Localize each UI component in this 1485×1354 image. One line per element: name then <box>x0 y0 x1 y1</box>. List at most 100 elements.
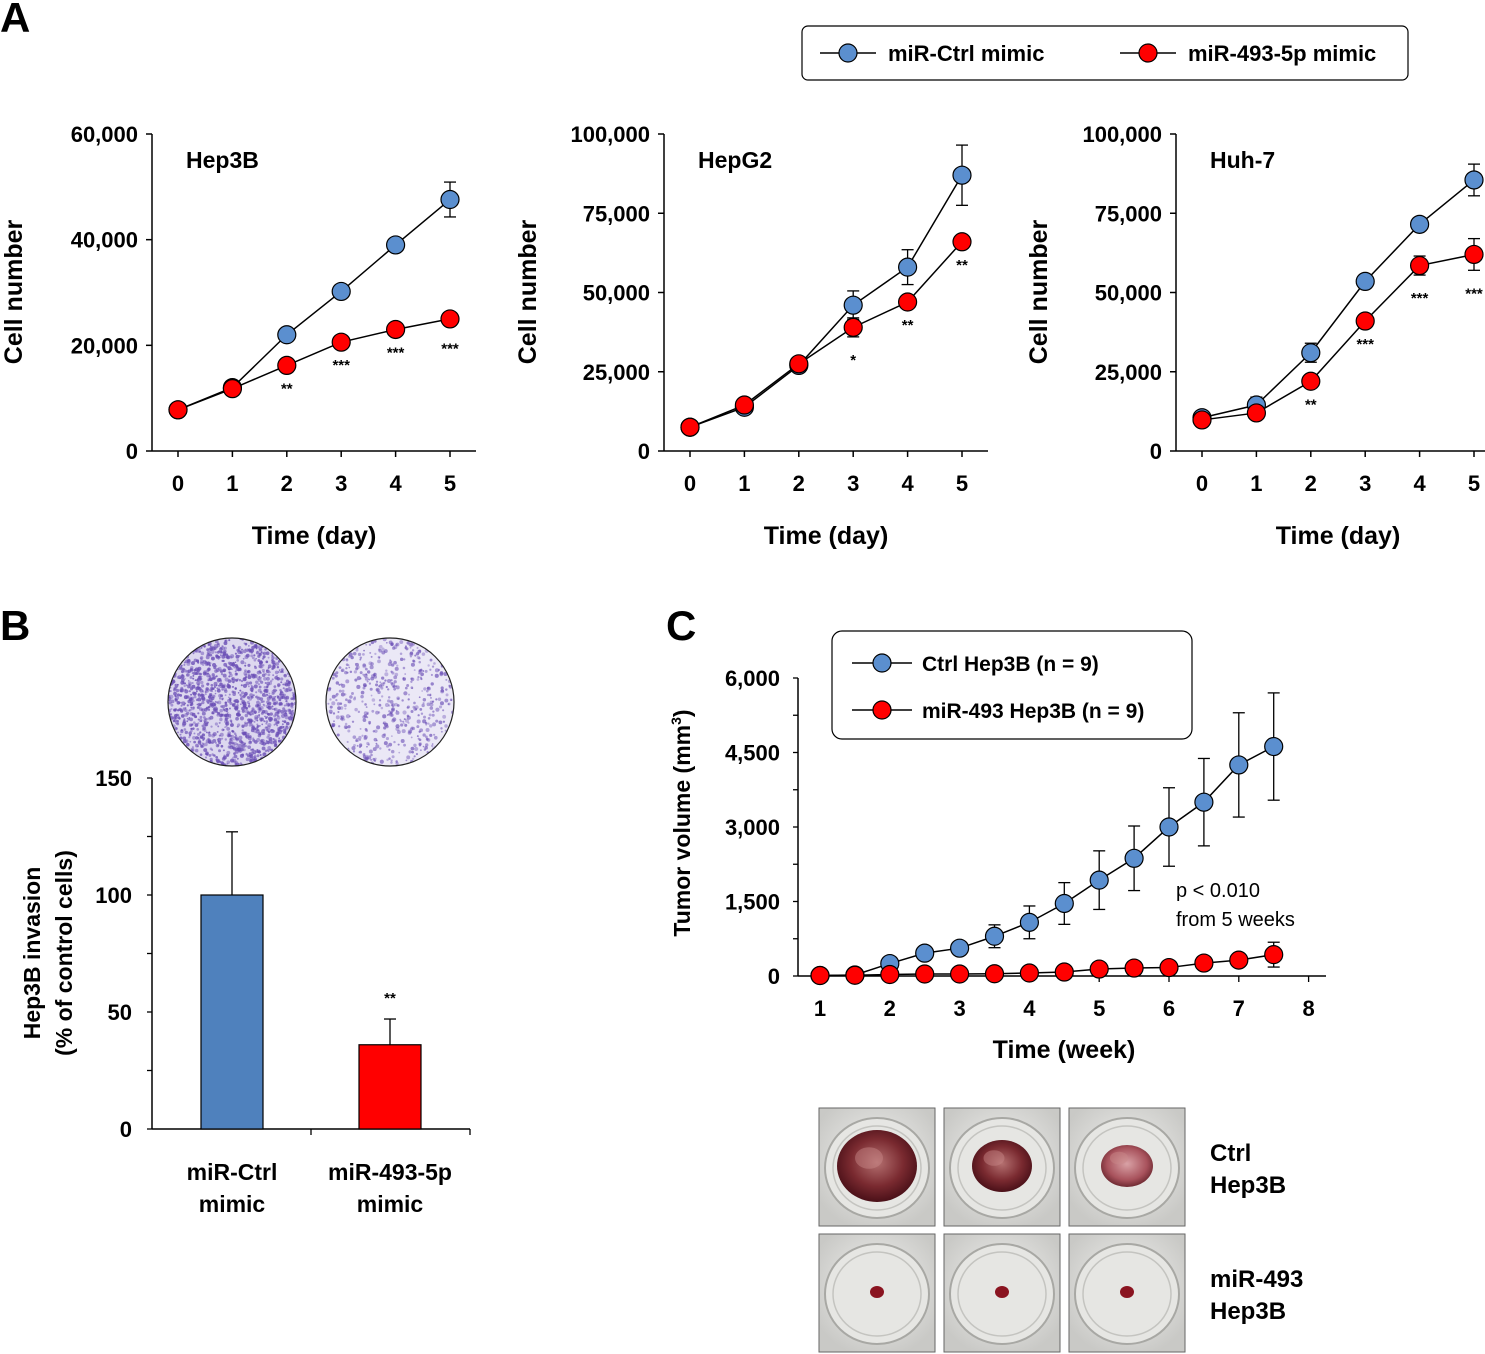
stained-cell <box>193 732 196 735</box>
series-line <box>689 174 963 428</box>
data-point-treat <box>277 355 297 376</box>
stained-cell <box>373 639 377 643</box>
stained-cell <box>233 752 236 755</box>
stained-cell <box>336 733 340 737</box>
stained-cell <box>339 702 343 705</box>
stained-cell <box>196 660 200 663</box>
stained-cell <box>277 739 281 743</box>
stained-cell <box>192 677 195 680</box>
stained-cell <box>211 696 214 699</box>
stained-cell <box>216 643 221 648</box>
stained-cell <box>235 712 240 717</box>
stained-cell <box>273 685 277 689</box>
stained-cell <box>225 721 230 726</box>
stained-cell <box>284 731 287 734</box>
stained-cell <box>360 694 364 699</box>
stained-cell <box>357 710 361 714</box>
stained-cell <box>201 733 206 737</box>
x-tick-label: 1 <box>1250 471 1262 496</box>
stained-cell <box>393 687 397 691</box>
stained-cell <box>186 684 191 689</box>
stained-cell <box>245 681 250 686</box>
stained-cell <box>196 727 200 731</box>
stained-cell <box>188 683 191 686</box>
stained-cell <box>240 741 244 744</box>
stained-cell <box>227 734 231 738</box>
stained-cell <box>440 727 443 730</box>
data-point-treat <box>1194 953 1214 973</box>
stained-cell <box>344 722 348 726</box>
stained-cell <box>345 698 348 702</box>
stained-cell <box>433 733 436 736</box>
data-point-ctrl <box>1264 736 1284 757</box>
stained-cell <box>261 673 266 678</box>
stained-cell <box>210 700 212 703</box>
data-point-treat <box>949 964 970 984</box>
stained-cell <box>429 733 433 737</box>
stained-cell <box>274 743 278 746</box>
stained-cell <box>236 725 239 728</box>
stained-cell <box>369 665 374 670</box>
stained-cell <box>179 693 183 697</box>
stained-cell <box>356 744 359 747</box>
stained-cell <box>210 656 215 661</box>
stained-cell <box>249 754 254 759</box>
data-point-ctrl <box>331 281 351 302</box>
stained-cell <box>192 736 196 740</box>
stained-cell <box>244 662 247 665</box>
stained-cell <box>284 729 287 732</box>
stained-cell <box>220 705 223 708</box>
stained-cell <box>250 719 253 723</box>
stained-cell <box>271 696 276 700</box>
data-point-treat <box>1159 957 1179 978</box>
stained-cell <box>284 696 288 700</box>
stained-cell <box>348 666 351 669</box>
stained-cell <box>229 734 232 737</box>
stained-cell <box>189 717 194 722</box>
stained-cell <box>201 742 204 745</box>
stained-cell <box>450 699 453 702</box>
stained-cell <box>247 718 251 722</box>
stained-cell <box>399 718 402 721</box>
stained-cell <box>232 704 235 706</box>
stained-cell <box>265 720 269 723</box>
y-tick-label: 0 <box>1150 439 1162 464</box>
stained-cell <box>432 710 435 713</box>
data-point-treat <box>952 232 972 252</box>
stained-cell <box>373 674 376 677</box>
stained-cell <box>231 690 235 694</box>
stained-cell <box>231 741 235 745</box>
data-point-treat <box>734 395 755 415</box>
stained-cell <box>327 702 330 705</box>
stained-cell <box>262 742 266 746</box>
stained-cell <box>247 685 250 688</box>
stained-cell <box>200 680 204 685</box>
stained-cell <box>231 685 235 688</box>
stained-cell <box>399 652 403 656</box>
stained-cell <box>192 671 196 676</box>
stained-cell <box>189 668 192 671</box>
stained-cell <box>221 737 224 740</box>
stained-cell <box>282 725 285 729</box>
stained-cell <box>287 703 291 707</box>
stained-cell <box>225 753 230 757</box>
stained-cell <box>238 648 240 651</box>
stained-cell <box>437 697 442 701</box>
stained-cell <box>253 731 256 733</box>
stained-cell <box>277 684 280 688</box>
stained-cell <box>433 735 438 740</box>
stained-cell <box>268 701 272 706</box>
stained-cell <box>253 654 256 657</box>
stained-cell <box>375 680 379 683</box>
stained-cell <box>361 734 364 737</box>
stained-cell <box>208 733 212 737</box>
stained-cell <box>207 708 211 711</box>
stained-cell <box>375 744 380 749</box>
stained-cell <box>220 744 224 748</box>
stained-cell <box>189 708 192 712</box>
stained-cell <box>272 688 277 693</box>
stained-cell <box>244 664 247 667</box>
stained-cell <box>199 699 202 701</box>
stained-cell <box>200 646 203 649</box>
stained-cell <box>270 679 273 683</box>
